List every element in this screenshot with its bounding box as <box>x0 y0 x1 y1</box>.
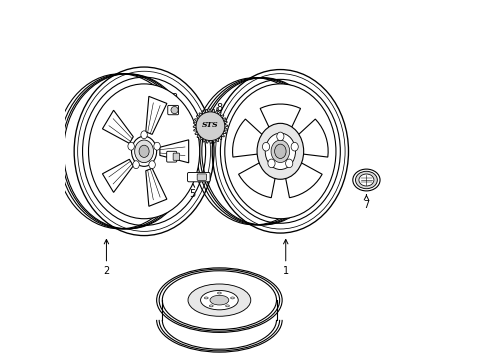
FancyBboxPatch shape <box>187 172 210 182</box>
Polygon shape <box>284 161 322 198</box>
Ellipse shape <box>209 295 228 305</box>
Ellipse shape <box>200 291 238 310</box>
Ellipse shape <box>290 143 298 151</box>
Ellipse shape <box>270 140 289 162</box>
Ellipse shape <box>352 169 379 191</box>
Ellipse shape <box>264 133 295 170</box>
Ellipse shape <box>209 305 213 307</box>
Ellipse shape <box>133 161 139 168</box>
Ellipse shape <box>267 159 275 168</box>
Ellipse shape <box>141 131 147 139</box>
Text: 8: 8 <box>216 103 222 113</box>
FancyBboxPatch shape <box>173 153 179 160</box>
Text: 7: 7 <box>363 194 369 210</box>
Polygon shape <box>193 109 227 143</box>
Ellipse shape <box>88 84 199 219</box>
Ellipse shape <box>276 132 284 141</box>
Text: 1: 1 <box>282 239 288 276</box>
Ellipse shape <box>230 297 234 299</box>
Ellipse shape <box>128 142 134 150</box>
Ellipse shape <box>196 112 224 140</box>
FancyBboxPatch shape <box>167 105 178 115</box>
Ellipse shape <box>217 292 221 294</box>
Ellipse shape <box>274 144 285 158</box>
Ellipse shape <box>171 107 178 114</box>
Polygon shape <box>294 119 327 157</box>
Text: STS: STS <box>202 121 218 129</box>
Ellipse shape <box>225 305 229 307</box>
Ellipse shape <box>148 161 155 168</box>
Text: 5: 5 <box>189 183 195 199</box>
Ellipse shape <box>358 174 373 186</box>
Ellipse shape <box>154 142 160 150</box>
Ellipse shape <box>262 143 269 151</box>
Ellipse shape <box>131 136 156 166</box>
Polygon shape <box>238 161 276 198</box>
Ellipse shape <box>204 297 208 299</box>
Text: 2: 2 <box>103 239 109 276</box>
Polygon shape <box>260 104 300 134</box>
Polygon shape <box>232 119 265 157</box>
FancyBboxPatch shape <box>166 151 176 162</box>
Ellipse shape <box>285 159 292 168</box>
Ellipse shape <box>355 171 377 189</box>
Ellipse shape <box>257 123 303 179</box>
Ellipse shape <box>187 284 250 316</box>
Text: 3: 3 <box>171 93 177 103</box>
Ellipse shape <box>134 140 153 163</box>
FancyBboxPatch shape <box>197 174 206 180</box>
Text: 6: 6 <box>216 308 222 318</box>
Text: 4: 4 <box>161 158 170 174</box>
Ellipse shape <box>224 84 335 219</box>
Ellipse shape <box>139 145 149 157</box>
